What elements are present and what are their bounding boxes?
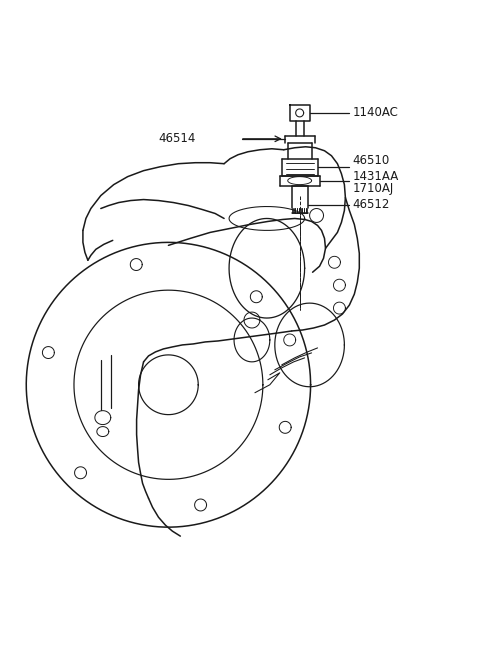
Text: 46510: 46510	[352, 154, 390, 168]
Text: 1140AC: 1140AC	[352, 106, 398, 120]
Text: 1710AJ: 1710AJ	[352, 182, 394, 195]
Text: 46514: 46514	[158, 132, 195, 145]
Text: 1431AA: 1431AA	[352, 170, 398, 183]
Text: 46512: 46512	[352, 198, 390, 211]
